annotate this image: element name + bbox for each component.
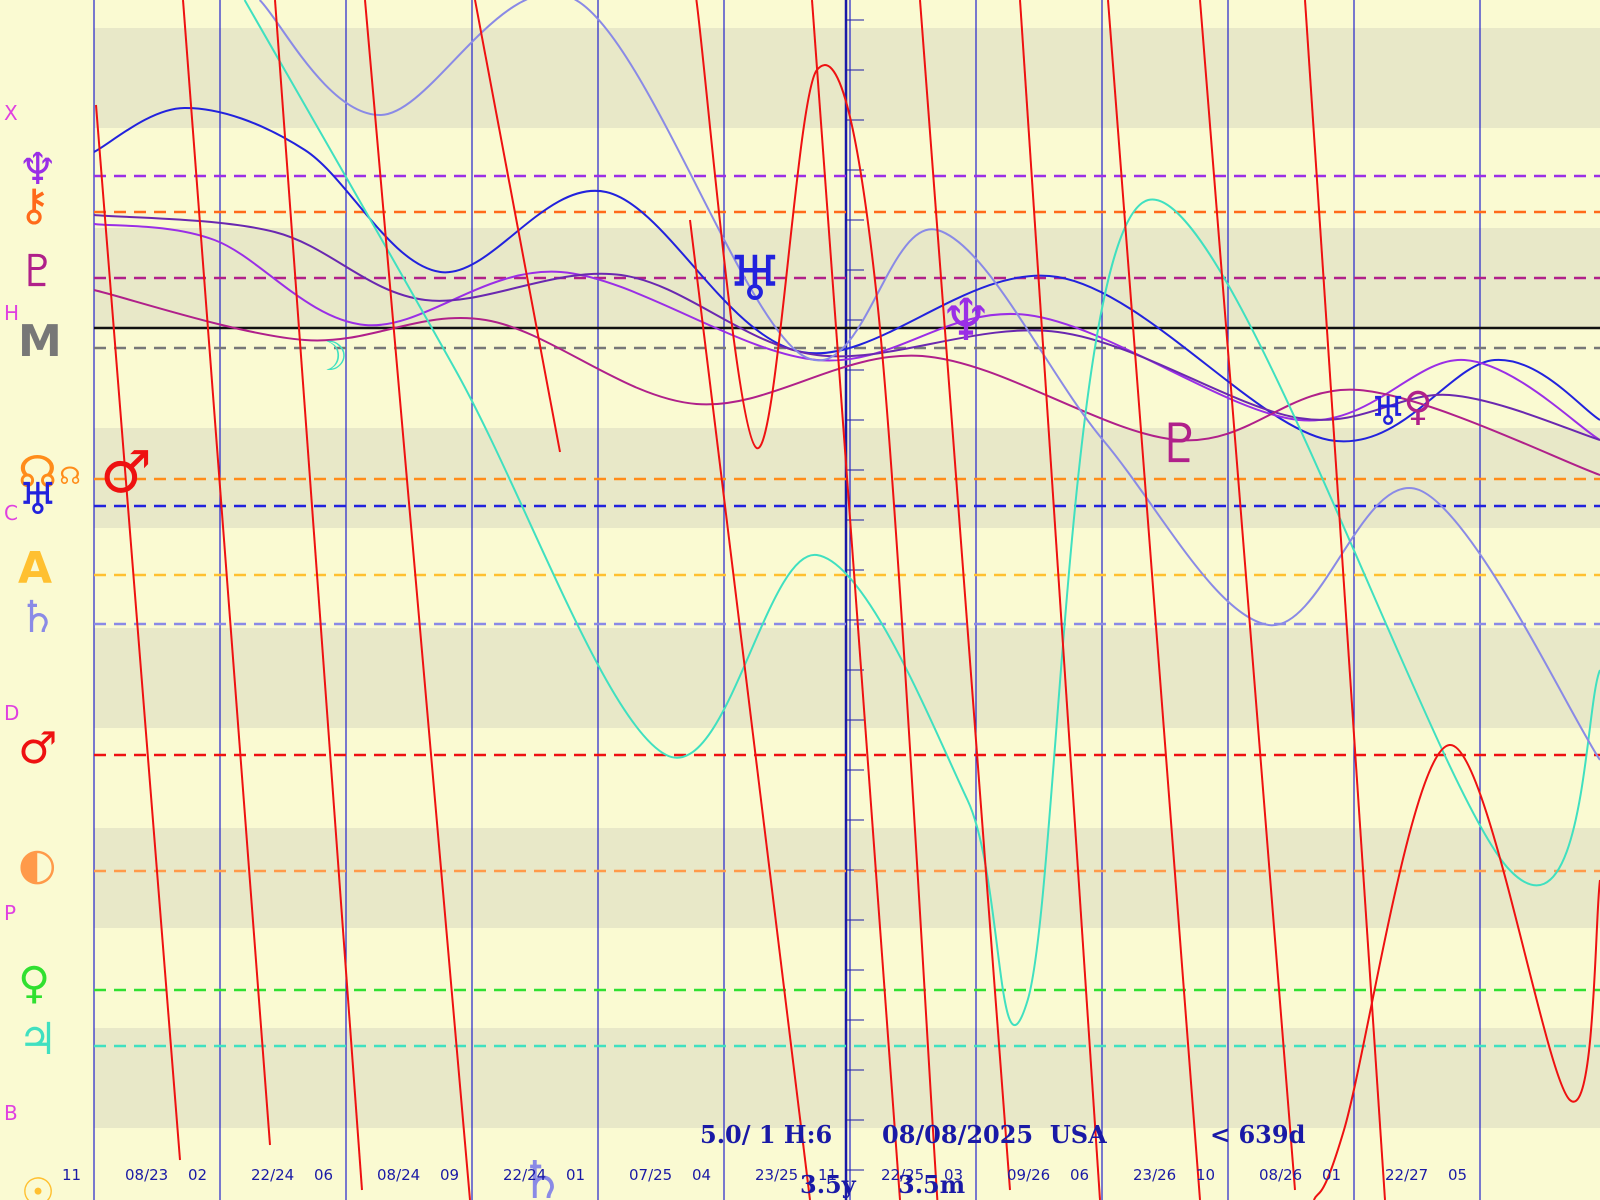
chart-glyph-marker: ♆: [940, 286, 992, 354]
chart-glyph-marker: ♅: [1370, 389, 1406, 435]
red-series-line: [95, 104, 181, 1161]
footer-range: < 639d: [1210, 1120, 1306, 1149]
red-series-line: [182, 0, 271, 1146]
band-label: B: [4, 1101, 18, 1125]
series-line: [695, 0, 939, 1200]
date-tick-label: 01: [566, 1166, 586, 1184]
planet-glyph-saturn: ♄: [18, 592, 58, 643]
red-series-line: [811, 0, 901, 1200]
red-series-line: [1107, 0, 1201, 1200]
chart-glyph-marker: ♅: [727, 242, 783, 315]
date-tick-label: 02: [188, 1166, 208, 1184]
red-series-line: [364, 0, 471, 1200]
date-tick-label: 09: [440, 1166, 460, 1184]
series-line: [1312, 743, 1600, 1200]
date-tick-label: 22/24: [251, 1166, 295, 1184]
date-tick-label: 03: [944, 1166, 964, 1184]
chart-glyph-marker: ☉: [21, 1170, 55, 1200]
band-label: H: [4, 301, 20, 325]
red-series-line: [1199, 0, 1296, 1191]
chart-glyph-marker: ☊: [59, 462, 80, 490]
date-tick-label: 09/26: [1007, 1166, 1051, 1184]
date-tick-label: 01: [1322, 1166, 1342, 1184]
red-series-line: [1304, 0, 1386, 1200]
band-label: X: [4, 101, 18, 125]
date-tick-label: 22/27: [1385, 1166, 1429, 1184]
chart-glyph-marker: ☽: [312, 334, 348, 380]
date-tick-label: 04: [692, 1166, 712, 1184]
date-tick-label: 05: [1448, 1166, 1468, 1184]
date-tick-label: 10: [1196, 1166, 1216, 1184]
date-tick-label: 23/25: [755, 1166, 799, 1184]
planet-glyph-moon: ◐: [18, 839, 57, 890]
chart-glyph-marker: ♇: [1156, 412, 1204, 475]
date-tick-label: 07/25: [629, 1166, 673, 1184]
planet-glyph-mars: ♂: [18, 723, 58, 774]
band-label: C: [4, 501, 18, 525]
date-tick-label: 06: [1070, 1166, 1090, 1184]
date-tick-label: 08/23: [125, 1166, 169, 1184]
planet-glyph-node: ☊: [18, 447, 58, 498]
date-tick-label: 11: [62, 1166, 82, 1184]
planet-glyph-pluto: ♇: [18, 246, 58, 297]
series-line: [93, 214, 1600, 441]
band-label: D: [4, 701, 20, 725]
planet-glyph-venus: ♀: [18, 958, 51, 1009]
planet-glyph-m: M: [18, 316, 62, 367]
footer-scale-years: 3.5y: [800, 1170, 856, 1199]
date-tick-label: 11: [818, 1166, 838, 1184]
series-line: [243, 0, 1600, 1026]
planet-glyph-chiron: ⚷: [18, 180, 51, 231]
footer-date: 08/08/2025 USA: [882, 1120, 1107, 1149]
planet-glyph-a: A: [18, 543, 53, 594]
planet-glyph-jupiter: ♃: [18, 1014, 58, 1065]
red-series-line: [689, 219, 811, 1200]
chart-glyph-marker: ♀: [1403, 384, 1432, 430]
date-tick-label: 23/26: [1133, 1166, 1177, 1184]
date-tick-label: 22/25: [881, 1166, 925, 1184]
series-line: [93, 289, 1600, 476]
date-tick-label: 06: [314, 1166, 334, 1184]
red-series-line: [474, 0, 561, 453]
red-series-line: [919, 0, 1011, 1191]
date-tick-label: 08/24: [377, 1166, 421, 1184]
planet-glyph-uranus: ♅: [18, 474, 58, 525]
footer-scale-months: 3.5m: [898, 1170, 966, 1199]
series-line: [93, 106, 1600, 443]
chart-glyph-marker: ♂: [100, 438, 152, 506]
planet-glyph-neptune: ♆: [18, 144, 58, 195]
date-tick-label: 22/24: [503, 1166, 547, 1184]
series-line: [93, 223, 1600, 441]
red-series-line: [1019, 0, 1101, 1200]
band-label: P: [4, 901, 17, 925]
date-tick-label: 08/26: [1259, 1166, 1303, 1184]
footer-ratio: 5.0/ 1 H:6: [700, 1120, 833, 1149]
chart-glyph-marker: ♄: [519, 1151, 566, 1200]
planet-legend: X H C D P B ♆ ⚷ ♇ M ☊ ♅ A ♄ ♂ ◐ ♀ ♃: [0, 0, 94, 1200]
red-series-line: [274, 0, 363, 1191]
